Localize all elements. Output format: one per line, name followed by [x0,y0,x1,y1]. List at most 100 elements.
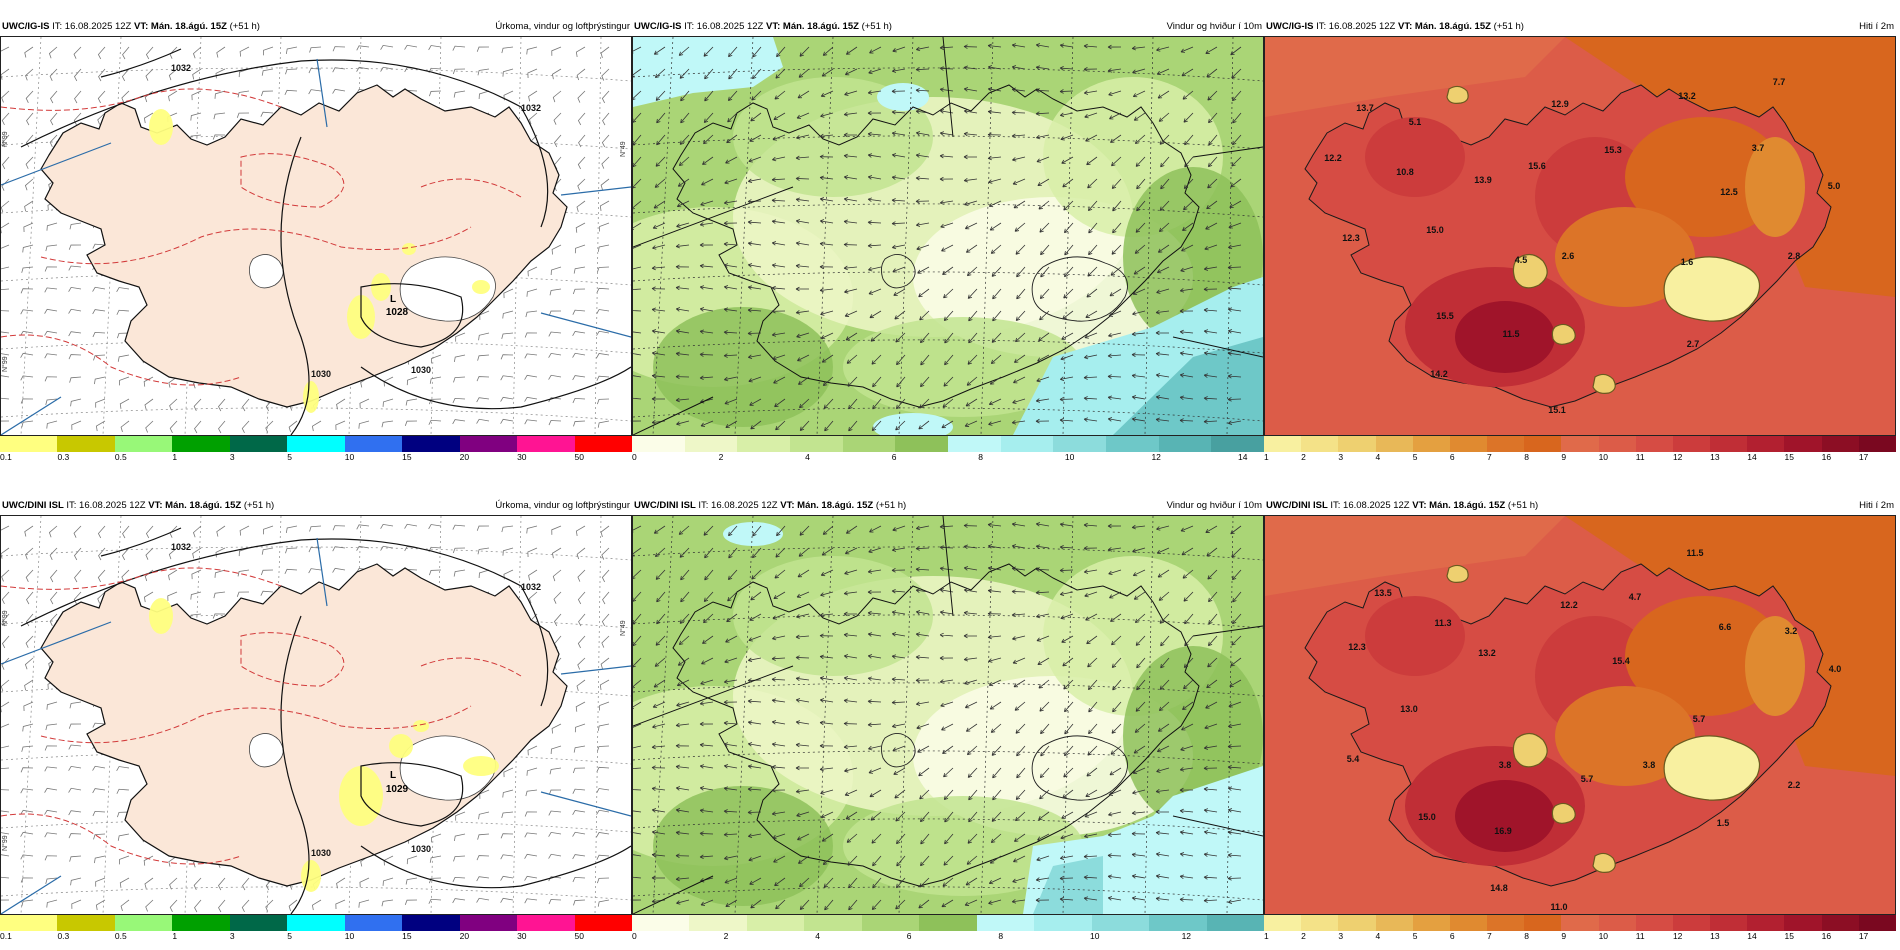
colorbar-segment [1672,436,1711,452]
temperature-label: 12.2 [1560,600,1578,610]
colorbar-segment [574,436,632,452]
colorbar-segment [229,915,288,931]
lead-time: (+51 h) [1507,500,1539,511]
colorbar-segment [1598,915,1636,931]
temp-panel-bottom: UWC/DINI ISL IT: 16.08.2025 12Z VT: Mán.… [1264,497,1896,945]
colorbar-tick-label: 8 [998,931,1004,941]
colorbar-segment [948,436,1001,452]
colorbar-tick-label: 11 [1635,931,1645,941]
colorbar-segment [1149,915,1207,931]
colorbar-segment [287,436,345,452]
colorbar-tick-label: 10 [1598,452,1609,462]
model-name: UWC/DINI ISL [1266,500,1328,511]
temperature-contours [1,567,522,865]
wind-colorbar [632,436,1265,452]
colorbar-tick-label: 5 [1412,452,1418,462]
colorbar-segment [1449,915,1488,931]
temperature-label: 7.7 [1773,77,1786,87]
colorbar-tick-label: 20 [459,452,470,462]
colorbar-segment [746,915,805,931]
colorbar-segment [1264,915,1302,931]
colorbar-tick-label: 2 [1301,452,1306,462]
latitude-label: N°99 [1,835,9,851]
colorbar-tick-label: 14 [1747,931,1757,941]
colorbar-segment [1034,915,1092,931]
colorbar-tick-label: 3 [229,931,235,941]
panel-header: UWC/DINI ISL IT: 16.08.2025 12Z VT: Mán.… [1264,497,1896,515]
glacier-outline [249,733,284,768]
precip-map[interactable]: L 1029 1032 1032 1030 1030 N°99 N°99 N°49 [0,515,632,915]
temperature-label: 5.4 [1347,754,1360,764]
temperature-field-land [1365,117,1805,387]
colorbar-tick-label: 3 [229,452,235,462]
precip-colorbar [0,436,632,452]
domain-lines [1,537,631,914]
colorbar-segment [1412,915,1450,931]
colorbar-segment [1158,436,1212,452]
temperature-label: 12.3 [1342,233,1360,243]
temperature-label: 13.2 [1678,91,1696,101]
colorbar-segment [1672,915,1711,931]
colorbar-segment [229,436,288,452]
colorbar-segment [459,436,518,452]
colorbar-tick-label: 0.5 [114,931,127,941]
colorbar-segment [632,915,690,931]
temp-map[interactable]: 11.5 13.5 11.3 12.2 4.7 12.3 13.2 15.4 6.6 3.2 4.0… [1264,515,1896,915]
latitude-label: N°99 [1,610,9,626]
valid-time: VT: Mán. 18.ágú. 15Z [780,500,874,511]
glacier-cold-area [1663,735,1761,801]
wind-map[interactable] [632,515,1264,915]
temp-map[interactable]: 13.7 5.1 12.9 13.2 7.7 12.2 10.8 13.9 15.6 15.3 3.… [1264,36,1896,436]
lead-time: (+51 h) [229,21,260,32]
temperature-label: 5.7 [1581,774,1594,784]
precip-panel-top: UWC/IG-IS IT: 16.08.2025 12Z VT: Mán. 18… [0,18,632,466]
colorbar-tick-label: 12 [1151,452,1161,462]
colorbar-tick-label: 4 [805,452,810,462]
precip-patches [149,598,499,892]
colorbar-segment [1747,436,1785,452]
valid-time: VT: Mán. 18.ágú. 15Z [1412,500,1506,511]
temperature-label: 3.8 [1643,760,1656,770]
init-time: IT: 16.08.2025 12Z [684,21,764,32]
temperature-label: 3.2 [1785,626,1798,636]
colorbar-segment [737,436,791,452]
glacier-cold-area [1592,852,1616,873]
colorbar-tick-label: 7 [1487,931,1492,941]
domain-lines [1,58,631,435]
colorbar-tick-label: 10 [1598,931,1609,941]
colorbar-segment [1206,915,1264,931]
panel-header: UWC/IG-IS IT: 16.08.2025 12Z VT: Mán. 18… [0,18,632,36]
precip-colorbar-ticks: 0.1 0.3 0.5 1 3 5 10 15 20 30 50 [0,931,632,943]
colorbar-tick-label: 6 [906,931,912,941]
low-pressure-marker: L [390,770,396,781]
temperature-label: 11.5 [1502,329,1519,339]
temperature-label: 11.3 [1434,618,1451,628]
init-time: IT: 16.08.2025 12Z [1330,500,1410,511]
colorbar-tick-label: 4 [815,931,820,941]
temperature-contours [1,88,522,386]
colorbar-segment [57,915,115,931]
temperature-label: 11.0 [1550,902,1567,912]
colorbar-tick-label: 0 [632,452,637,462]
colorbar-tick-label: 1 [1264,452,1269,462]
panel-title: Hiti í 2m [1859,500,1894,511]
panel-title: Hiti í 2m [1859,21,1894,32]
colorbar-segment [172,915,230,931]
colorbar-segment [1524,436,1562,452]
temperature-label: 1.6 [1681,257,1694,267]
colorbar-tick-label: 0.5 [114,452,127,462]
iceland-coastline [672,84,1200,408]
precip-map[interactable]: L 1028 1032 1032 1030 1030 N°99 N°99 N°49 [0,36,632,436]
colorbar-segment [1710,915,1748,931]
valid-time: VT: Mán. 18.ágú. 15Z [134,21,227,32]
panel-title: Úrkoma, vindur og loftþrýstingur [495,500,630,511]
lead-time: (+51 h) [243,500,275,511]
colorbar-segment [1710,436,1748,452]
init-time: IT: 16.08.2025 12Z [52,21,132,32]
wind-map[interactable] [632,36,1264,436]
isobar-label: 1030 [411,365,431,375]
colorbar-tick-label: 15 [402,931,412,941]
panel-title: Vindur og hviður í 10m [1166,500,1262,511]
colorbar-tick-label: 1 [172,452,178,462]
temperature-label: 5.7 [1693,714,1706,724]
